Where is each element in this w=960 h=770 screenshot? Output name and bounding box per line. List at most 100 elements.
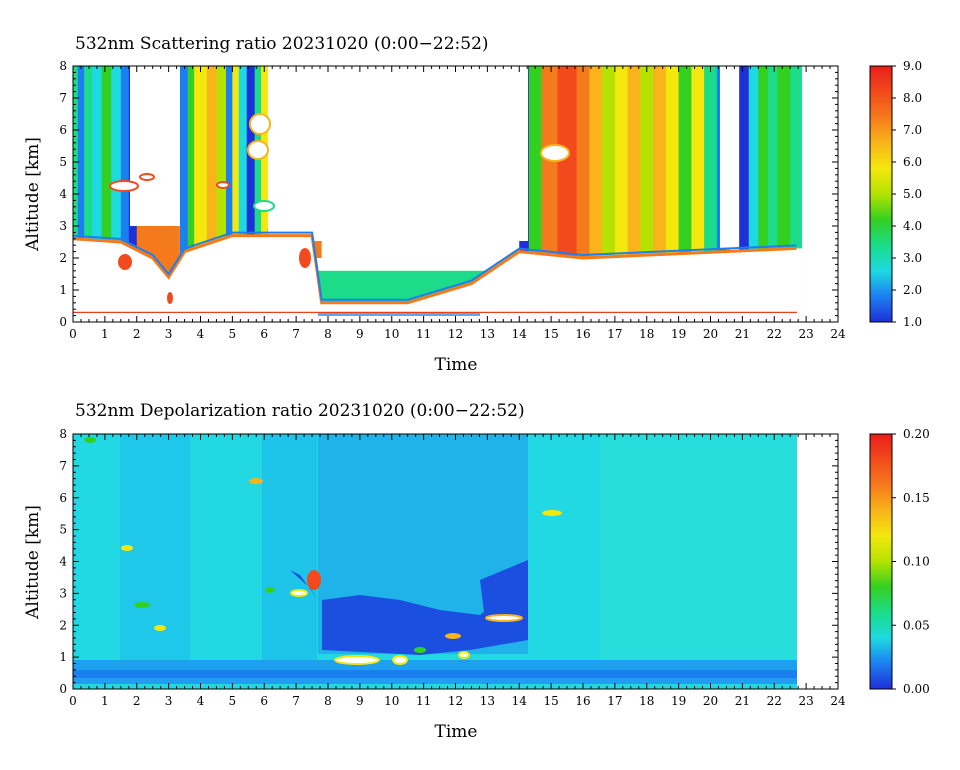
y-axis-label-2: Altitude [km]	[23, 505, 43, 620]
x-tick-label: 3	[165, 694, 173, 708]
y-tick-label: 5	[59, 155, 67, 169]
chart-title-2: 532nm Depolarization ratio 20231020 (0:0…	[75, 401, 525, 421]
x-axis-label-2: Time	[435, 722, 478, 742]
scattering-heatmap	[73, 66, 838, 322]
x-tick-label: 5	[229, 327, 237, 341]
y-tick-label: 2	[59, 618, 67, 632]
scattering-column	[84, 66, 93, 322]
colorbar-tick-label: 4.0	[903, 219, 922, 233]
y-axis-ticks-2: 0 1 2 3 4 5 6 7 8	[59, 427, 838, 696]
scattering-column	[748, 66, 759, 322]
colorbar-tick-label: 9.0	[903, 59, 922, 73]
x-tick-label: 5	[229, 694, 237, 708]
colorbar-tick-label: 6.0	[903, 155, 922, 169]
x-tick-label: 20	[703, 694, 718, 708]
x-tick-label: 13	[480, 694, 495, 708]
y-tick-label: 1	[59, 283, 67, 297]
x-tick-label: 6	[260, 327, 268, 341]
scattering-ratio-panel: 532nm Scattering ratio 20231020 (0:00−22…	[23, 34, 922, 375]
y-tick-label: 5	[59, 523, 67, 537]
colorbar-1	[869, 65, 893, 323]
x-tick-label: 17	[607, 694, 622, 708]
y-tick-label: 6	[59, 123, 67, 137]
scattering-column	[238, 66, 248, 322]
x-tick-label: 7	[292, 694, 300, 708]
colorbar-tick-label: 1.0	[903, 315, 922, 329]
colorbar-ticks-2: 0.00 0.05 0.10 0.15 0.20	[892, 427, 930, 696]
x-tick-label: 1	[101, 327, 109, 341]
x-tick-label: 14	[512, 327, 528, 341]
x-tick-label: 21	[735, 694, 750, 708]
colorbar-tick-label: 2.0	[903, 283, 922, 297]
colorbar-tick-label: 8.0	[903, 91, 922, 105]
scattering-column	[254, 66, 262, 322]
x-tick-label: 7	[292, 327, 300, 341]
scattering-column	[120, 66, 130, 322]
x-tick-label: 6	[260, 694, 268, 708]
colorbar-tick-label: 7.0	[903, 123, 922, 137]
x-tick-label: 16	[575, 694, 590, 708]
x-tick-label: 9	[356, 694, 364, 708]
colorbar-tick-label: 5.0	[903, 187, 922, 201]
x-tick-label: 10	[384, 694, 399, 708]
depolarization-heatmap	[73, 434, 838, 689]
scattering-column	[101, 66, 112, 322]
x-tick-label: 15	[543, 694, 558, 708]
x-tick-label: 14	[512, 694, 528, 708]
x-tick-label: 22	[767, 327, 782, 341]
scattering-column	[232, 66, 240, 322]
colorbar-tick-label: 0.15	[903, 491, 930, 505]
x-tick-label: 1	[101, 694, 109, 708]
scattering-column	[226, 66, 233, 322]
x-tick-label: 11	[416, 327, 431, 341]
colorbar-tick-label: 0.05	[903, 618, 930, 632]
scattering-column	[92, 66, 103, 322]
x-tick-label: 18	[639, 694, 654, 708]
x-tick-label: 0	[69, 694, 77, 708]
scattering-column	[187, 66, 195, 322]
y-tick-label: 6	[59, 491, 67, 505]
scattering-column	[216, 66, 227, 322]
y-tick-label: 8	[59, 427, 67, 441]
scattering-column	[767, 66, 778, 322]
x-tick-label: 0	[69, 327, 77, 341]
x-tick-label: 4	[197, 327, 205, 341]
y-tick-label: 4	[59, 555, 67, 569]
chart-title-1: 532nm Scattering ratio 20231020 (0:00−22…	[75, 34, 489, 54]
x-tick-label: 2	[133, 694, 141, 708]
scattering-column	[179, 66, 189, 322]
x-tick-label: 24	[830, 327, 846, 341]
y-tick-label: 7	[59, 459, 67, 473]
x-tick-label: 16	[575, 327, 590, 341]
y-tick-label: 8	[59, 59, 67, 73]
y-tick-label: 4	[59, 187, 67, 201]
x-tick-label: 22	[767, 694, 782, 708]
y-tick-label: 0	[59, 682, 67, 696]
depolarization-ratio-panel: 532nm Depolarization ratio 20231020 (0:0…	[23, 401, 930, 742]
y-tick-label: 7	[59, 91, 67, 105]
y-tick-label: 3	[59, 586, 67, 600]
x-tick-label: 18	[639, 327, 654, 341]
scattering-column	[261, 66, 268, 322]
colorbar-2	[869, 433, 893, 690]
x-tick-label: 19	[671, 694, 686, 708]
scattering-column	[77, 66, 85, 322]
scattering-column	[111, 66, 122, 322]
x-tick-label: 3	[165, 327, 173, 341]
y-axis-ticks-1: 0 1 2 3 4 5 6 7 8	[59, 59, 838, 329]
x-tick-label: 12	[448, 327, 463, 341]
x-tick-label: 21	[735, 327, 750, 341]
x-tick-label: 13	[480, 327, 495, 341]
x-tick-label: 2	[133, 327, 141, 341]
x-tick-label: 12	[448, 694, 463, 708]
colorbar-tick-label: 0.10	[903, 555, 930, 569]
colorbar-tick-label: 0.20	[903, 427, 930, 441]
y-axis-label-1: Altitude [km]	[23, 137, 43, 252]
x-tick-label: 11	[416, 694, 431, 708]
x-axis-ticks-1: 0 1 2 3 4 5 6 7 8 9 10 11 12 13 14 15 16 17 18 19 20 21 22 23 24	[69, 66, 846, 341]
scattering-column	[246, 66, 256, 322]
y-tick-label: 3	[59, 219, 67, 233]
x-tick-label: 24	[830, 694, 846, 708]
x-tick-label: 8	[324, 327, 332, 341]
